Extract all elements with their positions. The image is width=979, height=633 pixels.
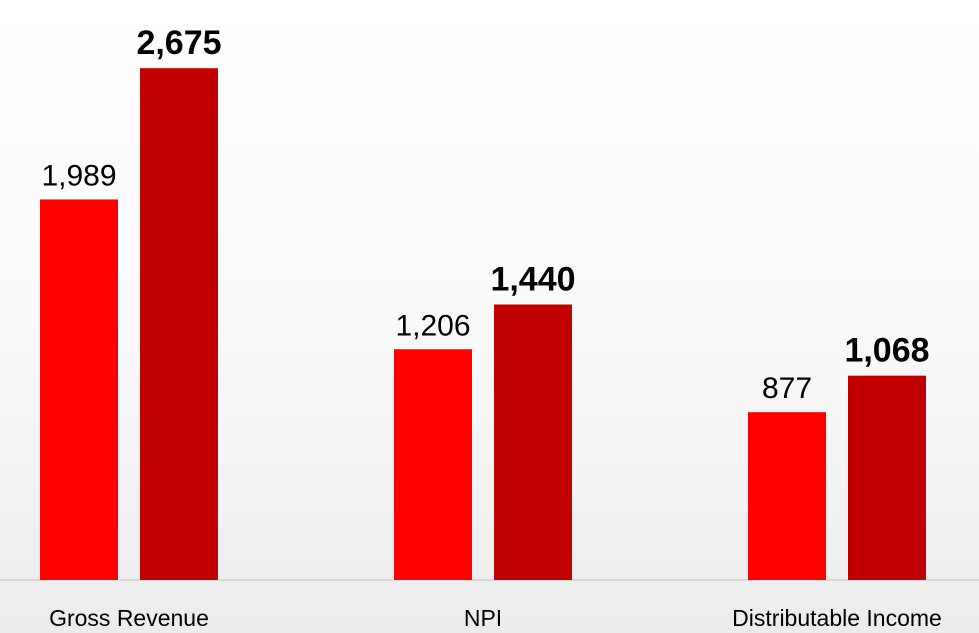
bar (494, 304, 572, 580)
bar (394, 349, 472, 580)
bar (140, 68, 218, 580)
x-tick-label: Distributable Income (732, 605, 942, 631)
data-label: 2,675 (136, 24, 221, 62)
data-label: 1,206 (395, 309, 470, 342)
x-tick-label: NPI (464, 605, 502, 631)
data-label: 877 (762, 372, 812, 405)
bar (40, 199, 118, 581)
data-label: 1,068 (844, 332, 929, 370)
x-tick-label: Gross Revenue (49, 605, 209, 631)
data-label: 1,440 (490, 260, 575, 298)
bar (748, 412, 826, 580)
data-label: 1,989 (41, 159, 116, 192)
bar (848, 375, 926, 580)
